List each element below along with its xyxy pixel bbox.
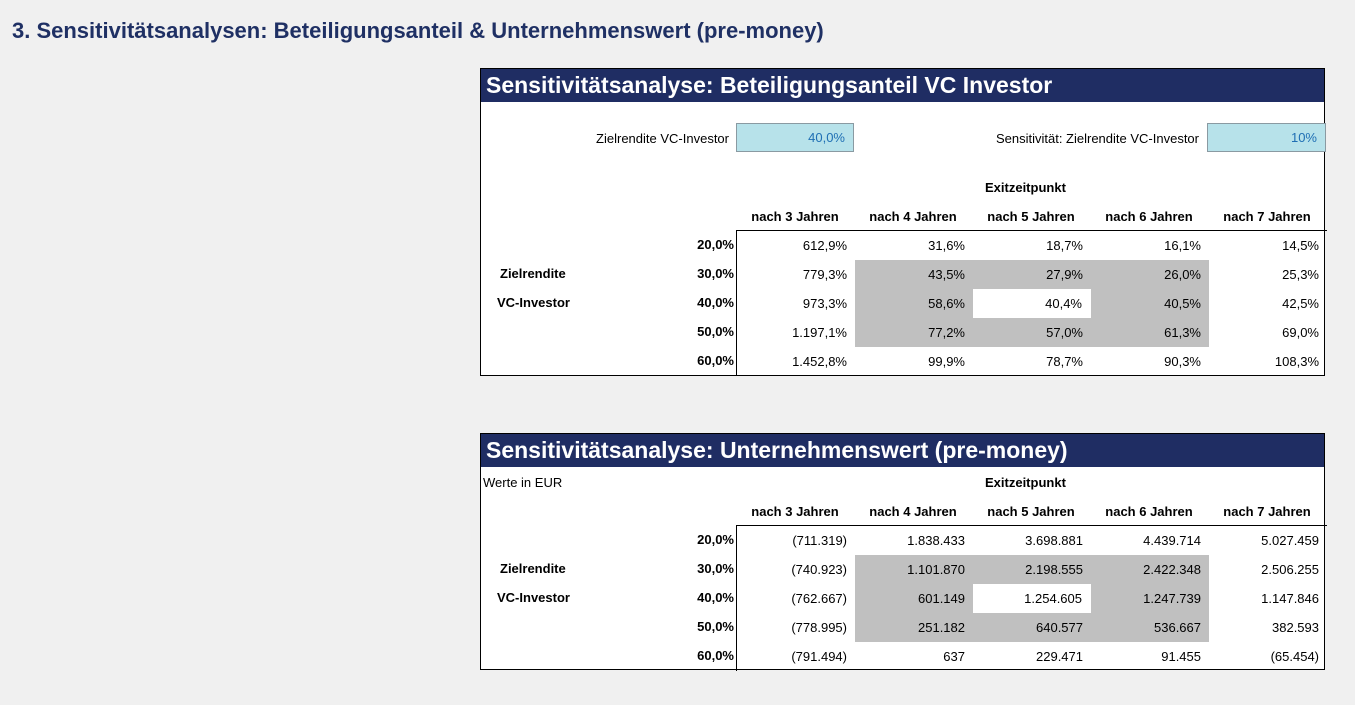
- table-cell: 26,0%: [1091, 260, 1209, 289]
- table-cell: 57,0%: [973, 318, 1091, 347]
- row-header: 50,0%: [697, 619, 734, 634]
- row-group-label: VC-Investor: [497, 295, 570, 310]
- table-cell: 43,5%: [855, 260, 973, 289]
- column-header: nach 7 Jahren: [1223, 209, 1311, 224]
- table-cell: 4.439.714: [1143, 533, 1201, 548]
- row-header: 30,0%: [697, 561, 734, 576]
- table-cell: 16,1%: [1164, 238, 1201, 253]
- sensitivity-label: Sensitivität: Zielrendite VC-Investor: [995, 131, 1199, 146]
- row-header: 50,0%: [697, 324, 734, 339]
- table-cell: 536.667: [1091, 613, 1209, 642]
- row-header: 20,0%: [697, 532, 734, 547]
- table-cell: 27,9%: [973, 260, 1091, 289]
- table-cell: 90,3%: [1164, 354, 1201, 369]
- row-header: 60,0%: [697, 353, 734, 368]
- row-group-label: Zielrendite: [500, 266, 566, 281]
- table-cell: 78,7%: [1046, 354, 1083, 369]
- table-cell: 1.254.605: [973, 584, 1090, 613]
- table-cell: 40,5%: [1091, 289, 1209, 318]
- table-cell: 1.838.433: [907, 533, 965, 548]
- column-header: nach 5 Jahren: [987, 209, 1075, 224]
- table-cell: 2.198.555: [973, 555, 1091, 584]
- table-cell: 25,3%: [1282, 267, 1319, 282]
- table-cell: (791.494): [791, 649, 847, 664]
- column-header: nach 6 Jahren: [1105, 209, 1193, 224]
- table-cell: 229.471: [1036, 649, 1083, 664]
- table-cell: (778.995): [791, 620, 847, 635]
- row-header: 40,0%: [697, 590, 734, 605]
- table-cell: 612,9%: [802, 238, 847, 253]
- table-cell: 779,3%: [802, 267, 847, 282]
- row-header: 60,0%: [697, 648, 734, 663]
- row-header: 30,0%: [697, 266, 734, 281]
- table-title: Sensitivitätsanalyse: Beteiligungsanteil…: [481, 69, 1324, 102]
- table-cell: 99,9%: [928, 354, 965, 369]
- table-cell: (711.319): [792, 533, 847, 548]
- sensitivity-table-ownership: Sensitivitätsanalyse: Beteiligungsanteil…: [480, 68, 1327, 376]
- column-header: nach 4 Jahren: [869, 504, 957, 519]
- table-cell: 1.197,1%: [792, 325, 847, 340]
- table-cell: (762.667): [791, 591, 847, 606]
- column-group-label: Exitzeitpunkt: [985, 475, 1066, 490]
- table-cell: (65.454): [1270, 649, 1319, 664]
- table-cell: 108,3%: [1274, 354, 1319, 369]
- table-cell: 2.506.255: [1261, 562, 1319, 577]
- page-title: 3. Sensitivitätsanalysen: Beteiligungsan…: [12, 18, 824, 43]
- table-cell: 31,6%: [928, 238, 965, 253]
- table-title: Sensitivitätsanalyse: Unternehmenswert (…: [481, 434, 1324, 467]
- table-cell: (740.923): [791, 562, 847, 577]
- row-header: 20,0%: [697, 237, 734, 252]
- unit-note: Werte in EUR: [483, 475, 563, 490]
- table-cell: 1.101.870: [855, 555, 973, 584]
- table-cell: 91.455: [1161, 649, 1201, 664]
- table-cell: 637: [943, 649, 965, 664]
- column-header: nach 3 Jahren: [751, 504, 839, 519]
- table-cell: 1.452,8%: [792, 354, 847, 369]
- table-cell: 77,2%: [855, 318, 973, 347]
- row-header: 40,0%: [697, 295, 734, 310]
- table-cell: 2.422.348: [1091, 555, 1209, 584]
- table-cell: 382.593: [1272, 620, 1319, 635]
- table-cell: 18,7%: [1046, 238, 1083, 253]
- column-header: nach 7 Jahren: [1223, 504, 1311, 519]
- row-group-label: VC-Investor: [497, 590, 570, 605]
- table-cell: 1.247.739: [1091, 584, 1209, 613]
- sensitivity-table-valuation: Sensitivitätsanalyse: Unternehmenswert (…: [480, 433, 1327, 671]
- data-grid: [736, 525, 1327, 671]
- column-header: nach 3 Jahren: [751, 209, 839, 224]
- sensitivity-input[interactable]: 10%: [1207, 123, 1326, 152]
- data-grid: [736, 230, 1327, 376]
- column-group-label: Exitzeitpunkt: [985, 180, 1066, 195]
- table-cell: 1.147.846: [1261, 591, 1319, 606]
- table-cell: 251.182: [855, 613, 973, 642]
- table-cell: 69,0%: [1282, 325, 1319, 340]
- column-header: nach 5 Jahren: [987, 504, 1075, 519]
- table-cell: 5.027.459: [1261, 533, 1319, 548]
- table-cell: 42,5%: [1282, 296, 1319, 311]
- table-cell: 40,4%: [973, 289, 1090, 318]
- target-return-input[interactable]: 40,0%: [736, 123, 854, 152]
- table-cell: 973,3%: [802, 296, 847, 311]
- target-return-label: Zielrendite VC-Investor: [596, 131, 729, 146]
- column-header: nach 6 Jahren: [1105, 504, 1193, 519]
- row-group-label: Zielrendite: [500, 561, 566, 576]
- column-header: nach 4 Jahren: [869, 209, 957, 224]
- table-cell: 14,5%: [1282, 238, 1319, 253]
- table-cell: 58,6%: [855, 289, 973, 318]
- table-cell: 61,3%: [1091, 318, 1209, 347]
- table-cell: 601.149: [855, 584, 973, 613]
- table-cell: 3.698.881: [1025, 533, 1083, 548]
- table-cell: 640.577: [973, 613, 1091, 642]
